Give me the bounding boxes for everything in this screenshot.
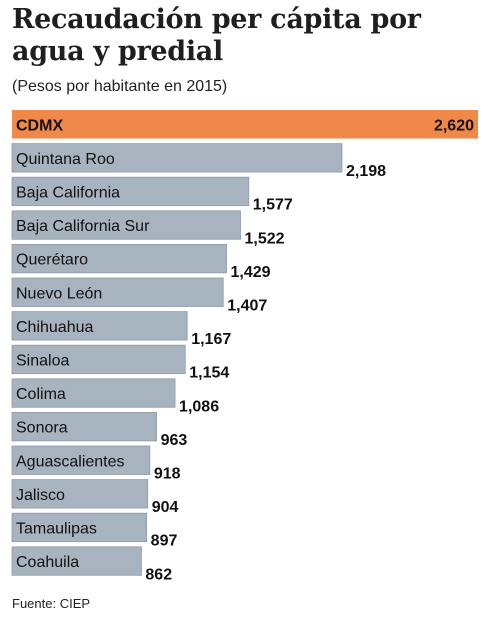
value-label-jalisco: 904 — [152, 499, 179, 516]
category-label-jalisco: Jalisco — [16, 487, 65, 504]
bar-tamaulipas — [11, 512, 148, 543]
value-label-baja-california-sur: 1,522 — [245, 230, 285, 247]
value-label-sonora: 963 — [161, 432, 188, 449]
category-label-queretaro: Querétaro — [16, 252, 88, 269]
category-label-baja-california-sur: Baja California Sur — [16, 218, 150, 235]
bar-aguascalientes — [11, 445, 151, 475]
value-label-tamaulipas: 897 — [151, 533, 178, 550]
bar-colima — [11, 378, 176, 408]
bar-chart: CDMX 2,620 Quintana Roo 2,198 Baja Californi… — [11, 110, 478, 583]
chart-title-line-2: agua y predial — [12, 36, 223, 67]
source-note: Fuente: CIEP — [12, 596, 91, 611]
bar-jalisco — [11, 479, 149, 509]
value-label-chihuahua: 1,167 — [191, 331, 231, 348]
category-label-sonora: Sonora — [16, 420, 68, 437]
bar-nuevo-leon — [11, 277, 224, 307]
bar-chihuahua — [11, 311, 188, 341]
value-label-nuevo-leon: 1,407 — [227, 298, 267, 315]
value-label-baja-california: 1,577 — [253, 197, 293, 214]
bar-baja-california — [11, 176, 250, 207]
chart-title: Recaudación per cápita por agua y predia… — [12, 4, 482, 68]
category-label-tamaulipas: Tamaulipas — [16, 520, 97, 537]
chart-subtitle: (Pesos por habitante en 2015) — [12, 78, 228, 95]
value-label-coahuila: 862 — [145, 566, 172, 583]
category-label-nuevo-leon: Nuevo León — [16, 285, 102, 302]
value-label-quintana-roo: 2,198 — [346, 163, 386, 180]
bar-cdmx — [12, 110, 478, 139]
category-label-colima: Colima — [16, 386, 66, 403]
category-label-aguascalientes: Aguascalientes — [16, 453, 125, 470]
bar-coahuila — [11, 546, 142, 576]
category-label-quintana-roo: Quintana Roo — [16, 151, 115, 168]
value-label-cdmx: 2,620 — [434, 117, 474, 134]
value-label-colima: 1,086 — [179, 398, 219, 415]
bar-sonora — [11, 411, 157, 442]
chart-title-line-1: Recaudación per cápita por — [12, 4, 421, 35]
category-label-sinaloa: Sinaloa — [16, 352, 69, 369]
category-label-cdmx: CDMX — [16, 117, 63, 134]
category-label-chihuahua: Chihuahua — [16, 319, 94, 336]
bar-sinaloa — [11, 344, 186, 375]
value-label-queretaro: 1,429 — [231, 264, 271, 281]
value-label-sinaloa: 1,154 — [189, 365, 229, 382]
bar-queretaro — [11, 243, 227, 274]
category-label-coahuila: Coahuila — [16, 554, 79, 571]
bar-baja-california-sur — [11, 210, 241, 240]
value-label-aguascalientes: 918 — [154, 466, 181, 483]
bar-quintana-roo — [11, 143, 343, 173]
category-label-baja-california: Baja California — [16, 184, 120, 201]
